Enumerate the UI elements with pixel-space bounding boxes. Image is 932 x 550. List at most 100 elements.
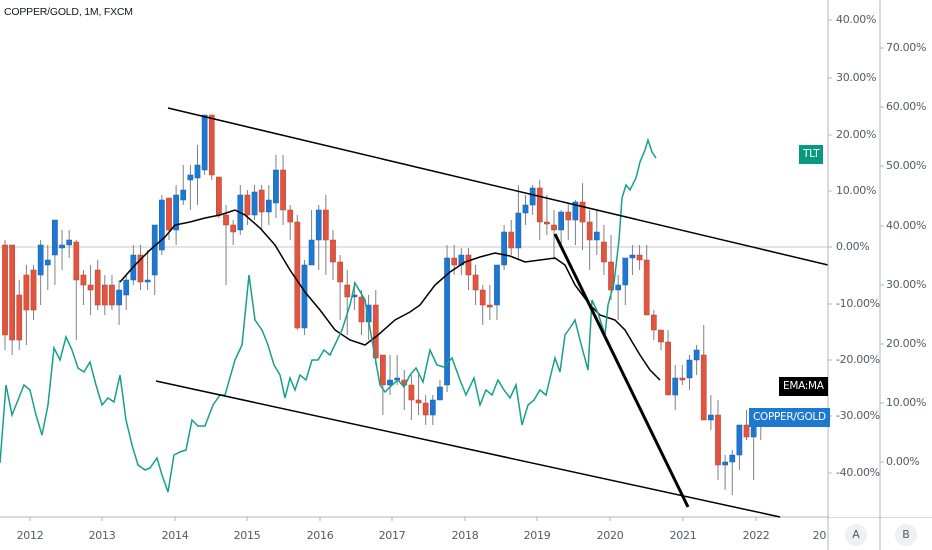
- candle-body: [159, 199, 165, 251]
- axis-a-scale-button[interactable]: A: [845, 524, 867, 546]
- candle-body: [693, 349, 700, 361]
- candle-body: [23, 274, 30, 311]
- upper-channel-trendline: [167, 107, 829, 266]
- candle-body: [166, 197, 172, 231]
- candle-body: [315, 209, 322, 241]
- candle-body: [451, 257, 458, 266]
- candle-body: [265, 199, 272, 213]
- axis-a-tick-label: 0.00%: [836, 240, 870, 253]
- axis-a-tick-label: 20.00%: [836, 128, 877, 141]
- candle-body: [686, 359, 693, 379]
- candle-body: [273, 169, 279, 204]
- candle-body: [679, 377, 686, 381]
- lower-channel-trendline: [155, 380, 781, 518]
- candle-body: [116, 289, 122, 306]
- time-axis-label: 2016: [306, 529, 334, 542]
- candle-body: [223, 214, 229, 226]
- candle-body: [608, 261, 614, 291]
- time-axis-label: 2022: [742, 529, 770, 542]
- candle-body: [529, 187, 536, 206]
- candle-body: [636, 254, 643, 261]
- candle-body: [422, 402, 429, 416]
- axis-a-tick-label: -20.00%: [836, 353, 880, 366]
- candle-body: [415, 399, 422, 404]
- candle-body: [736, 424, 743, 456]
- candle-body: [37, 244, 44, 276]
- candle-body: [358, 296, 365, 323]
- candle-body: [565, 211, 572, 221]
- candle-body: [494, 264, 500, 306]
- time-axis-label: 2018: [451, 529, 479, 542]
- chart-title: COPPER/GOLD, 1M, FXCM: [4, 6, 133, 18]
- candle-body: [622, 257, 629, 286]
- candle-body: [629, 254, 636, 259]
- candle-body: [16, 294, 23, 341]
- candle-body: [280, 169, 286, 211]
- candle-body: [700, 354, 707, 421]
- axis-a-tick-label: 40.00%: [836, 13, 877, 26]
- axis-b-tick-label: 10.00%: [886, 396, 927, 409]
- axis-a-tick-label: -40.00%: [836, 466, 880, 479]
- candle-body: [465, 254, 472, 276]
- axis-b-tick-label: 40.00%: [886, 219, 927, 232]
- candle-body: [729, 454, 736, 463]
- axis-b-scale-button[interactable]: B: [895, 524, 917, 546]
- candle-body: [437, 386, 443, 401]
- ema-line: [119, 209, 661, 381]
- time-axis-label: 2013: [88, 529, 116, 542]
- candle-body: [544, 221, 550, 225]
- candle-body: [672, 377, 679, 396]
- candle-body: [380, 354, 386, 386]
- axis-b-tick-label: 30.00%: [886, 278, 927, 291]
- candle-body: [515, 212, 522, 249]
- candle-body: [615, 284, 622, 291]
- candle-body: [187, 174, 194, 181]
- candle-body: [722, 461, 728, 466]
- candle-body: [73, 241, 80, 281]
- candle-body: [123, 279, 130, 296]
- candle-body: [2, 244, 8, 336]
- candle-body: [508, 231, 515, 249]
- candle-body: [251, 191, 258, 216]
- candle-body: [287, 209, 294, 223]
- axis-b-tick-label: 70.00%: [886, 41, 927, 54]
- candle-body: [66, 239, 73, 246]
- candle-body: [201, 114, 208, 171]
- candle-body: [337, 261, 343, 283]
- candle-body: [101, 284, 108, 306]
- axis-a-tick-label: 30.00%: [836, 71, 877, 84]
- candle-body: [144, 279, 151, 283]
- candle-body: [301, 264, 308, 329]
- candle-body: [323, 209, 329, 241]
- axis-b-tick-label: 60.00%: [886, 100, 927, 113]
- candle-body: [472, 274, 479, 291]
- candle-body: [522, 204, 529, 214]
- candle-body: [308, 239, 315, 266]
- candle-body: [94, 269, 101, 306]
- time-axis-label: 2015: [233, 529, 261, 542]
- time-axis-label: 2021: [669, 529, 697, 542]
- candle-body: [501, 231, 507, 266]
- candle-body: [579, 201, 586, 223]
- candle-body: [429, 399, 436, 416]
- axis-a-tick-label: -30.00%: [836, 409, 880, 422]
- candle-body: [151, 224, 158, 276]
- candle-body: [216, 176, 222, 216]
- candle-body: [593, 231, 600, 241]
- candle-body: [230, 224, 237, 233]
- candle-body: [394, 377, 400, 381]
- time-axis-label: 2019: [523, 529, 551, 542]
- tlt-line: [0, 137, 657, 493]
- candle-body: [194, 164, 201, 179]
- candle-body: [486, 304, 493, 308]
- candle-body: [294, 221, 301, 329]
- candle-body: [87, 284, 94, 291]
- candle-body: [536, 187, 543, 223]
- candle-body: [9, 244, 15, 341]
- candle-body: [258, 189, 265, 213]
- candle-body: [344, 284, 351, 298]
- ema-label-badge: EMA:MA: [779, 377, 828, 396]
- candle-body: [80, 274, 87, 286]
- candle-body: [479, 289, 486, 306]
